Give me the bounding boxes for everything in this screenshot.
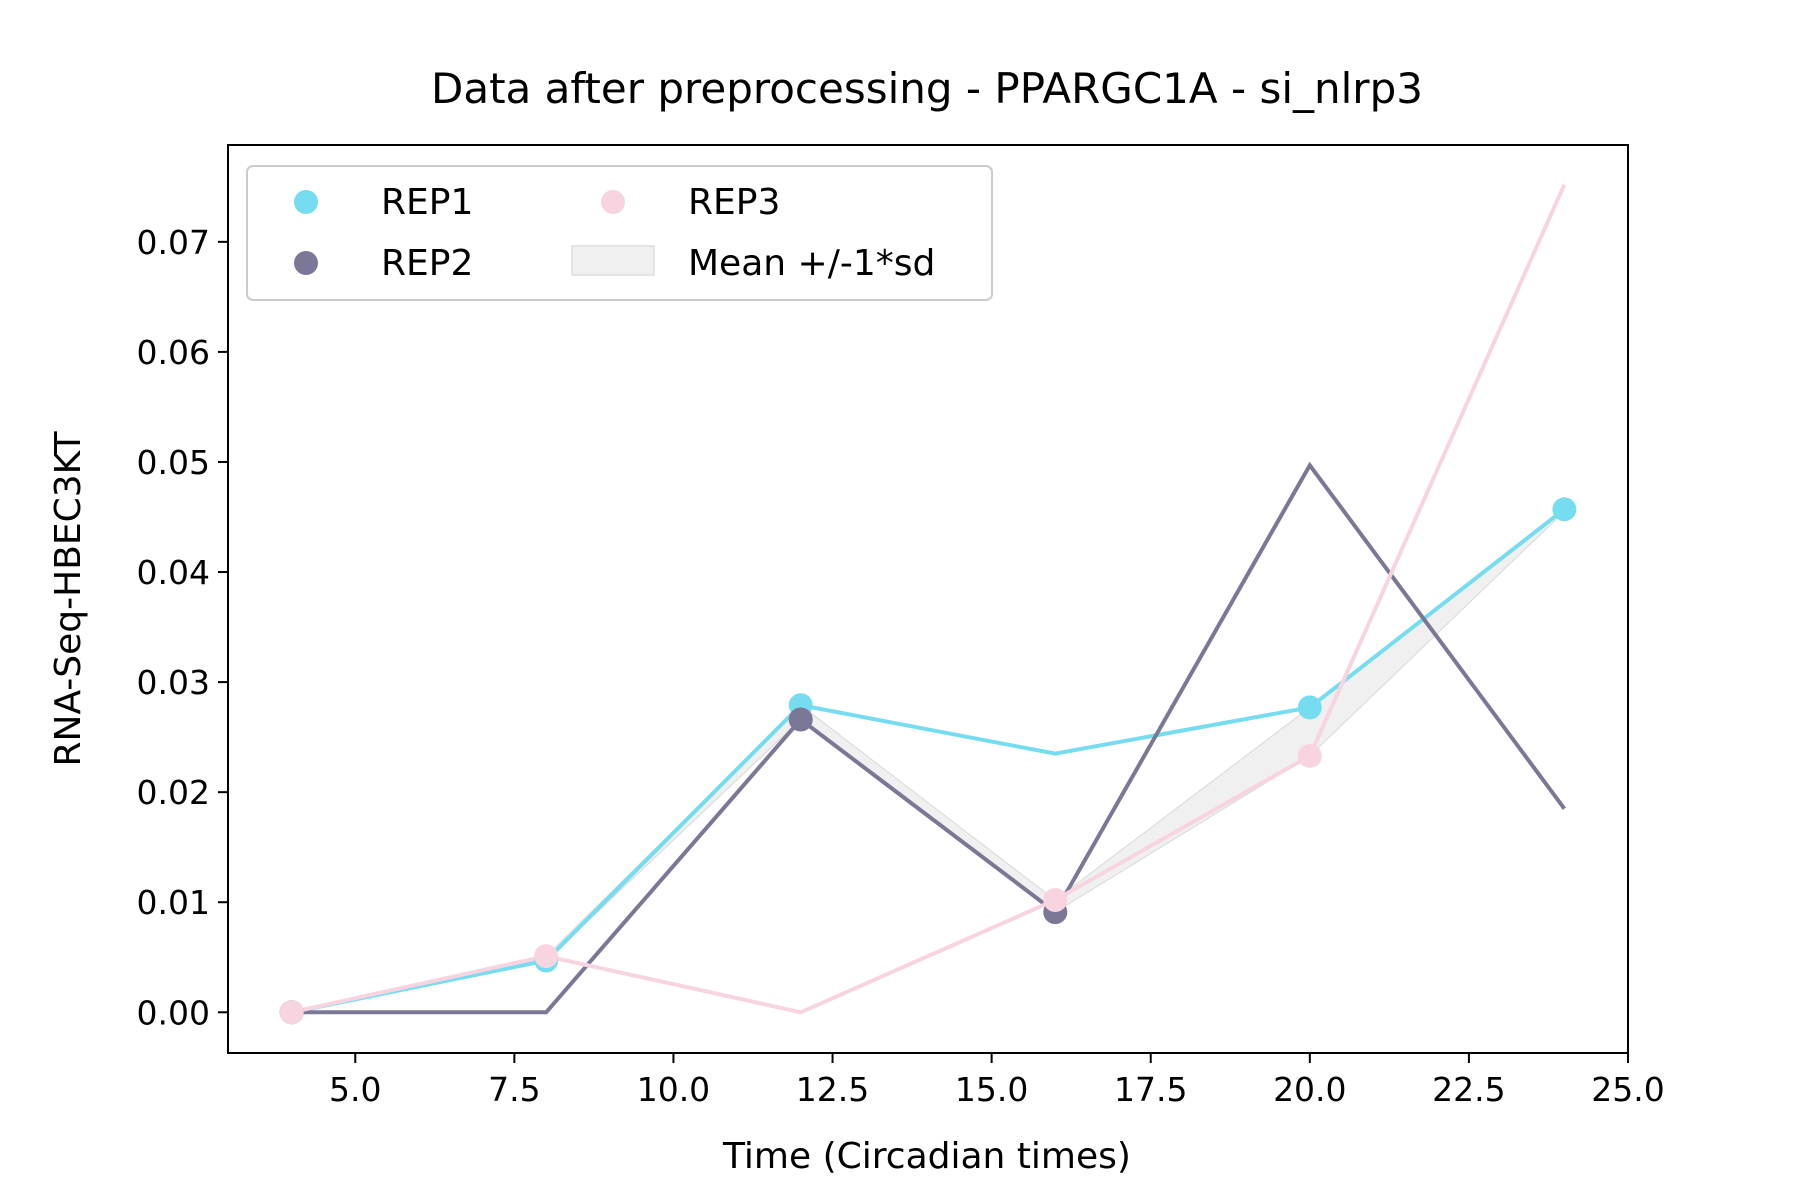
y-tick-label-4: 0.04 <box>137 553 210 592</box>
point-rep3-3 <box>1043 888 1068 913</box>
legend-label-rep3: REP3 <box>688 182 780 223</box>
y-tick-label-7: 0.07 <box>137 223 210 262</box>
series-line-rep3 <box>291 183 1567 1015</box>
x-tick-label-8: 25.0 <box>1591 1070 1664 1109</box>
x-axis-label: Time (Circadian times) <box>722 1136 1131 1177</box>
y-tick-label-6: 0.06 <box>137 333 210 372</box>
x-tick-label-6: 20.0 <box>1273 1070 1346 1109</box>
x-tick-label-4: 15.0 <box>955 1070 1028 1109</box>
y-tick-label-2: 0.02 <box>137 773 210 812</box>
legend-label-rep1: REP1 <box>381 182 473 223</box>
point-rep1-4 <box>1297 695 1322 720</box>
point-rep1-5 <box>1552 497 1577 522</box>
chart-title: Data after preprocessing - PPARGC1A - si… <box>431 64 1423 113</box>
series-line-rep1 <box>291 507 1566 1015</box>
legend: REP1 REP2 REP3 Mean +/-1*sd <box>246 165 993 301</box>
x-axis: 5.0 7.5 10.0 12.5 15.0 17.5 20.0 22.5 25.0 <box>329 1053 1665 1109</box>
legend-marker-rep3 <box>601 190 625 214</box>
y-axis: 0.00 0.01 0.02 0.03 0.04 0.05 0.06 0.07 <box>137 223 228 1032</box>
x-tick-label-5: 17.5 <box>1114 1070 1187 1109</box>
legend-box <box>246 165 993 301</box>
legend-marker-rep1 <box>294 190 318 214</box>
x-tick-label-0: 5.0 <box>329 1070 381 1109</box>
y-tick-label-1: 0.01 <box>137 883 210 922</box>
y-tick-label-3: 0.03 <box>137 663 210 702</box>
point-rep3-1 <box>534 944 559 969</box>
x-tick-label-7: 22.5 <box>1432 1070 1505 1109</box>
x-tick-label-1: 7.5 <box>488 1070 540 1109</box>
legend-label-band: Mean +/-1*sd <box>688 243 935 284</box>
y-tick-label-5: 0.05 <box>137 443 210 482</box>
plot-frame <box>227 144 1629 1054</box>
x-tick-label-3: 12.5 <box>796 1070 869 1109</box>
y-tick-label-0: 0.00 <box>137 993 210 1032</box>
series-line-rep2 <box>291 461 1566 1015</box>
legend-swatch-band <box>571 245 655 276</box>
x-tick-label-2: 10.0 <box>637 1070 710 1109</box>
legend-label-rep2: REP2 <box>381 243 473 284</box>
plot-area <box>279 183 1577 1025</box>
point-rep2-2 <box>788 707 813 732</box>
y-axis-label: RNA-Seq-HBEC3KT <box>48 431 89 767</box>
point-rep3-4 <box>1297 743 1322 768</box>
point-rep3-0 <box>279 1000 304 1025</box>
legend-marker-rep2 <box>294 251 318 275</box>
sd-band <box>291 508 1565 1013</box>
